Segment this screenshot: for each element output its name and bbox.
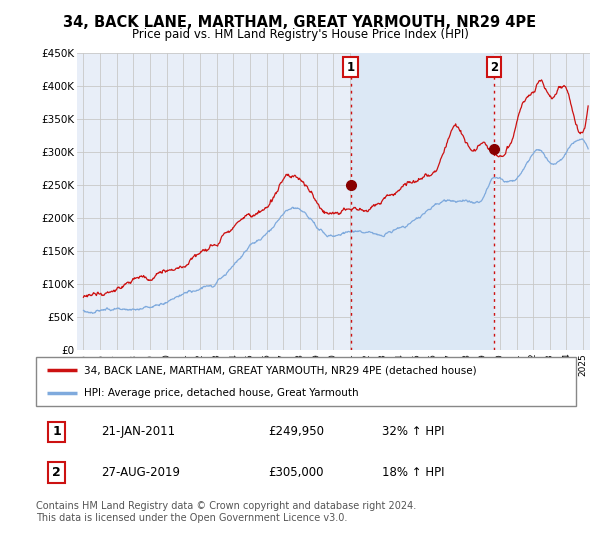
Text: 34, BACK LANE, MARTHAM, GREAT YARMOUTH, NR29 4PE (detached house): 34, BACK LANE, MARTHAM, GREAT YARMOUTH, … — [83, 365, 476, 375]
Text: Contains HM Land Registry data © Crown copyright and database right 2024.
This d: Contains HM Land Registry data © Crown c… — [36, 501, 416, 523]
Text: £305,000: £305,000 — [268, 466, 324, 479]
FancyBboxPatch shape — [36, 357, 576, 406]
Text: 27-AUG-2019: 27-AUG-2019 — [101, 466, 180, 479]
Text: £249,950: £249,950 — [268, 426, 324, 438]
Text: 34, BACK LANE, MARTHAM, GREAT YARMOUTH, NR29 4PE: 34, BACK LANE, MARTHAM, GREAT YARMOUTH, … — [64, 15, 536, 30]
Text: 2: 2 — [52, 466, 61, 479]
Text: 21-JAN-2011: 21-JAN-2011 — [101, 426, 175, 438]
Bar — [351, 53, 494, 350]
Text: 32% ↑ HPI: 32% ↑ HPI — [382, 426, 444, 438]
Text: 18% ↑ HPI: 18% ↑ HPI — [382, 466, 444, 479]
Text: 1: 1 — [347, 60, 355, 73]
Text: 2: 2 — [490, 60, 498, 73]
Text: 1: 1 — [52, 426, 61, 438]
Text: HPI: Average price, detached house, Great Yarmouth: HPI: Average price, detached house, Grea… — [83, 388, 358, 398]
Text: Price paid vs. HM Land Registry's House Price Index (HPI): Price paid vs. HM Land Registry's House … — [131, 28, 469, 41]
